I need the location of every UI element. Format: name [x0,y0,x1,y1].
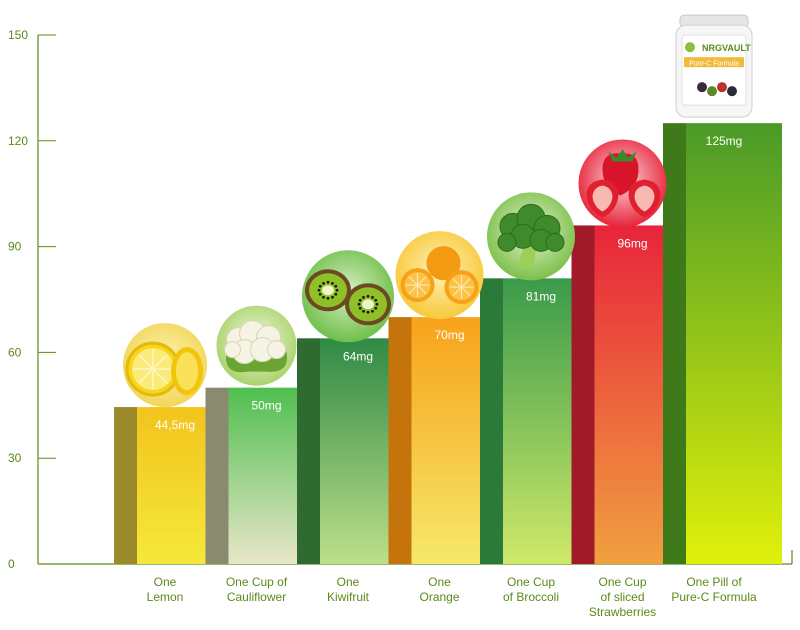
category-label: Orange [419,590,459,604]
value-label: 44,5mg [155,418,195,432]
category-label: of sliced [600,590,644,604]
y-tick-label: 30 [8,451,22,465]
value-label: 64mg [343,349,373,363]
y-tick-label: 90 [8,240,22,254]
y-tick-label: 120 [8,134,28,148]
orange-icon [400,246,479,305]
bar-side [571,225,595,564]
y-tick-label: 0 [8,557,15,571]
y-tick-label: 60 [8,345,22,359]
bar-side [388,317,412,564]
category-label: Kiwifruit [327,590,370,604]
bar-side [297,338,320,564]
category-label: Lemon [147,590,184,604]
bar-side [663,123,686,565]
category-label: One Cup [598,575,646,589]
broccoli-icon [497,203,565,269]
y-tick-label: 150 [8,28,28,42]
value-label: 70mg [434,328,464,342]
value-label: 96mg [617,236,647,250]
kiwi-icon [305,269,391,326]
brand-name: NRGVAULT [702,43,751,53]
supplement-bottle-icon: NRGVAULT Pure-C Formula [675,14,753,118]
value-label: 50mg [251,399,281,413]
category-label: of Broccoli [503,590,559,604]
category-label: One [154,575,177,589]
food-icons: NRGVAULT Pure-C Formula [123,14,753,408]
bar-side [205,387,229,564]
bars [114,123,782,565]
category-label: One [428,575,451,589]
category-label: One Cup of [226,575,288,589]
value-label: 125mg [706,134,743,148]
category-label: One [337,575,360,589]
category-label: One Cup [507,575,555,589]
category-label: Cauliflower [227,590,286,604]
product-name: Pure-C Formula [689,61,739,68]
bar [686,123,782,565]
cauliflower-icon [224,320,288,373]
lemon-icon [125,341,203,397]
bar-side [480,278,503,564]
value-label: 81mg [526,289,556,303]
category-label: One Pill of [686,575,742,589]
category-label: Pure-C Formula [671,590,757,604]
category-label: Strawberries [589,605,656,619]
bar-side [114,407,137,564]
strawberry-icon [586,149,661,218]
